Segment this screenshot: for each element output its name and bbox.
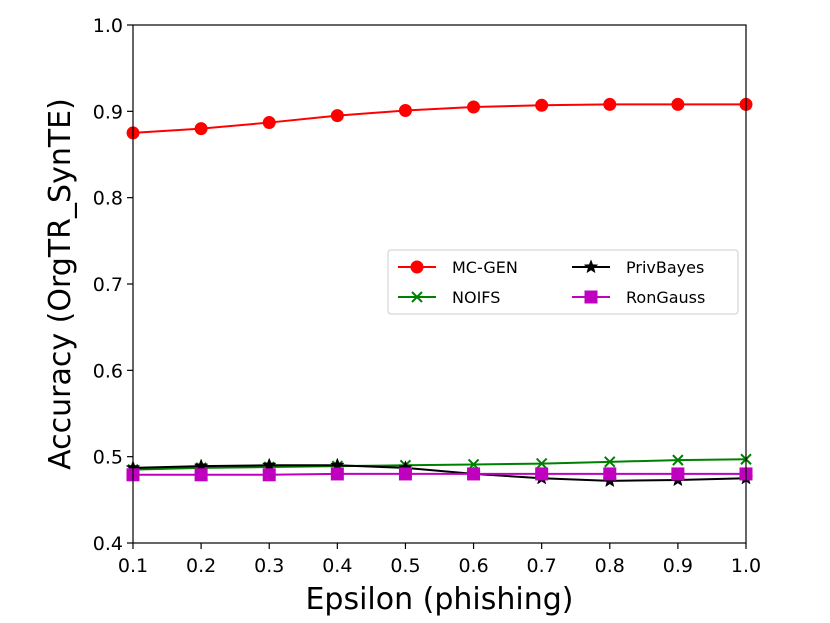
series-privbayes [125, 457, 754, 488]
x-tick-label: 0.2 [186, 555, 216, 577]
series-line-privbayes [132, 464, 747, 482]
x-axis: 0.1 0.2 0.3 0.4 0.5 0.6 0.7 0.8 0.9 1.0 [118, 543, 761, 577]
x-tick-label: 0.5 [390, 555, 420, 577]
series-line-noifs [132, 458, 747, 471]
data-point-noifs [672, 454, 684, 466]
x-tick-label: 0.6 [458, 555, 488, 577]
x-axis-label: Epsilon (phishing) [305, 582, 573, 617]
series-mc-gen [126, 97, 753, 140]
data-point-rongauss [603, 467, 617, 481]
legend-marker [411, 291, 423, 303]
legend-marker [583, 259, 599, 274]
data-point-rongauss [194, 468, 208, 482]
legend-label: NOIFS [452, 288, 500, 307]
y-axis: 0.4 0.5 0.6 0.7 0.8 0.9 1.0 [93, 15, 133, 555]
y-tick-label: 0.8 [93, 188, 123, 210]
x-tick-label: 0.1 [118, 555, 148, 577]
legend-item-mc-gen: MC-GEN [398, 258, 518, 277]
y-tick-label: 0.6 [93, 360, 123, 382]
legend-label: MC-GEN [452, 258, 518, 277]
legend-box [387, 249, 739, 315]
legend-marker [584, 290, 598, 304]
data-point-noifs [535, 457, 548, 470]
y-tick-label: 0.5 [93, 447, 123, 469]
data-point-rongauss [330, 467, 344, 481]
data-point-noifs [604, 456, 616, 468]
x-tick-label: 0.8 [595, 555, 625, 577]
plot-series-layer [125, 97, 754, 488]
legend-item-rongauss: RonGauss [572, 288, 705, 307]
y-tick-label: 0.4 [93, 533, 123, 555]
y-tick-label: 0.9 [93, 101, 123, 123]
data-point-rongauss [398, 467, 412, 481]
data-point-rongauss [467, 467, 481, 481]
data-point-rongauss [262, 468, 276, 482]
x-tick-label: 0.7 [527, 555, 557, 577]
data-point-mc-gen [330, 109, 344, 123]
series-rongauss [126, 467, 753, 482]
data-point-mc-gen [262, 116, 276, 130]
data-point-mc-gen [603, 97, 617, 111]
x-tick-label: 1.0 [731, 555, 761, 577]
y-tick-label: 0.7 [93, 274, 123, 296]
y-tick-label: 1.0 [93, 15, 123, 37]
series-line-rongauss [133, 472, 746, 476]
legend-label: RonGauss [626, 288, 705, 307]
x-tick-label: 0.9 [663, 555, 693, 577]
legend-item-noifs: NOIFS [398, 288, 500, 307]
data-point-mc-gen [398, 103, 412, 117]
data-point-mc-gen [467, 100, 481, 114]
x-tick-label: 0.4 [322, 555, 352, 577]
data-point-rongauss [671, 467, 685, 481]
data-point-mc-gen [671, 97, 685, 111]
legend-marker [410, 260, 424, 274]
x-tick-label: 0.3 [254, 555, 284, 577]
data-point-rongauss [535, 467, 549, 481]
legend-label: PrivBayes [626, 258, 704, 277]
legend-item-privbayes: PrivBayes [572, 258, 704, 277]
data-point-mc-gen [535, 98, 549, 112]
series-line-mc-gen [132, 103, 746, 134]
y-axis-label: Accuracy (OrgTR_SynTE) [43, 98, 78, 470]
data-point-mc-gen [194, 122, 208, 136]
legend: MC-GEN NOIFS PrivBayes RonGauss [387, 249, 739, 315]
